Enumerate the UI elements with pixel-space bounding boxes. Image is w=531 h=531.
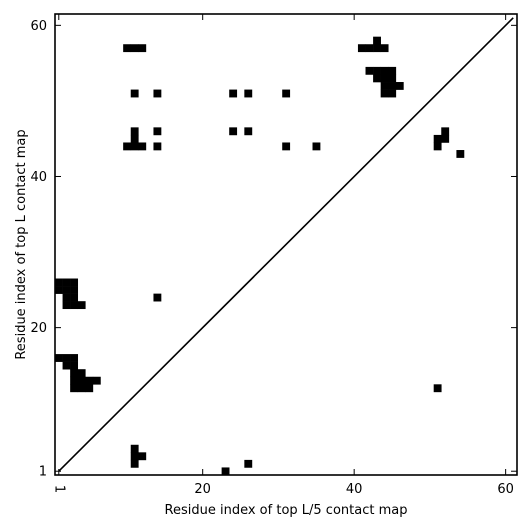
contact-cell [92,376,101,385]
contact-cell [138,44,147,53]
x-axis-label: Residue index of top L/5 contact map [165,503,408,518]
contact-cell [433,384,442,393]
contact-cell [373,66,381,75]
contact-cell [62,278,71,287]
contact-cell [130,444,139,453]
contact-cells [55,36,465,476]
x-tick-label: 40 [346,482,363,497]
contact-cell [62,301,71,310]
contact-cell [138,452,147,461]
contact-cell [55,354,63,362]
contact-cell [221,467,230,476]
contact-cell [70,278,79,287]
contact-cell [388,66,397,75]
contact-cell [373,36,381,45]
contact-cell [282,89,291,98]
contact-cell [70,384,79,393]
contact-cell [77,369,86,378]
y-tick-label: 20 [30,321,47,336]
contact-cell [229,127,238,136]
contact-cell [70,293,79,302]
y-tick-label: 1 [39,465,47,480]
plot-frame [54,13,518,476]
contact-cell [433,142,442,151]
x-tick-label: 60 [497,482,514,497]
contact-cell [388,89,397,98]
x-tick-label: 1 [51,485,66,493]
y-tick-label: 40 [30,170,47,185]
axis-ticks [55,14,517,475]
contact-cell [85,376,94,385]
contact-cell [130,134,139,143]
contact-cell [62,286,71,294]
contact-cell [85,384,94,393]
contact-cell [123,142,132,151]
contact-cell [70,369,79,378]
contact-cell [62,354,71,362]
contact-cell [130,459,139,468]
contact-cell [153,89,162,98]
contact-cell [380,74,389,83]
y-axis-label: Residue index of top L contact map [14,129,29,359]
contact-cell [380,66,389,75]
contact-cell [441,134,450,143]
contact-cell [380,82,389,90]
contact-cell [62,293,71,302]
contact-cell [77,301,86,310]
contact-cell [373,74,381,83]
contact-cell [70,376,79,385]
contact-cell [70,286,79,294]
contact-cell [153,293,162,302]
contact-cell [123,44,132,53]
contact-cell [130,452,139,461]
contact-cell [282,142,291,151]
contact-cell [244,459,253,468]
contact-cell [130,44,139,53]
contact-cell [55,286,63,294]
axis-tick-labels: 1 20 40 60 1 20 40 60 [30,19,513,497]
contact-cell [433,134,442,143]
contact-cell [70,301,79,310]
contact-cell [77,376,86,385]
contact-cell [365,44,374,53]
contact-cell [395,82,404,90]
contact-cell [138,142,147,151]
contact-cell [130,127,139,136]
contact-cell [357,44,366,53]
contact-cell [77,384,86,393]
contact-cell [380,44,389,53]
contact-cell [130,89,139,98]
contact-cell [388,74,397,83]
diagonal-line [58,17,514,472]
contact-cell [388,82,397,90]
contact-cell [456,150,465,158]
y-tick-label: 60 [30,19,47,34]
contact-cell [365,66,374,75]
contact-cell [55,278,63,287]
contact-cell [380,89,389,98]
contact-cell [373,44,381,53]
contact-cell [153,142,162,151]
contact-cell [229,89,238,98]
contact-cell [70,354,79,362]
x-tick-label: 20 [194,482,211,497]
contact-cell [130,142,139,151]
contact-cell [244,89,253,98]
contact-cell [441,127,450,136]
contact-cell [62,361,71,370]
contact-cell [153,127,162,136]
contact-cell [70,361,79,370]
contact-cell [244,127,253,136]
contact-cell [312,142,321,151]
